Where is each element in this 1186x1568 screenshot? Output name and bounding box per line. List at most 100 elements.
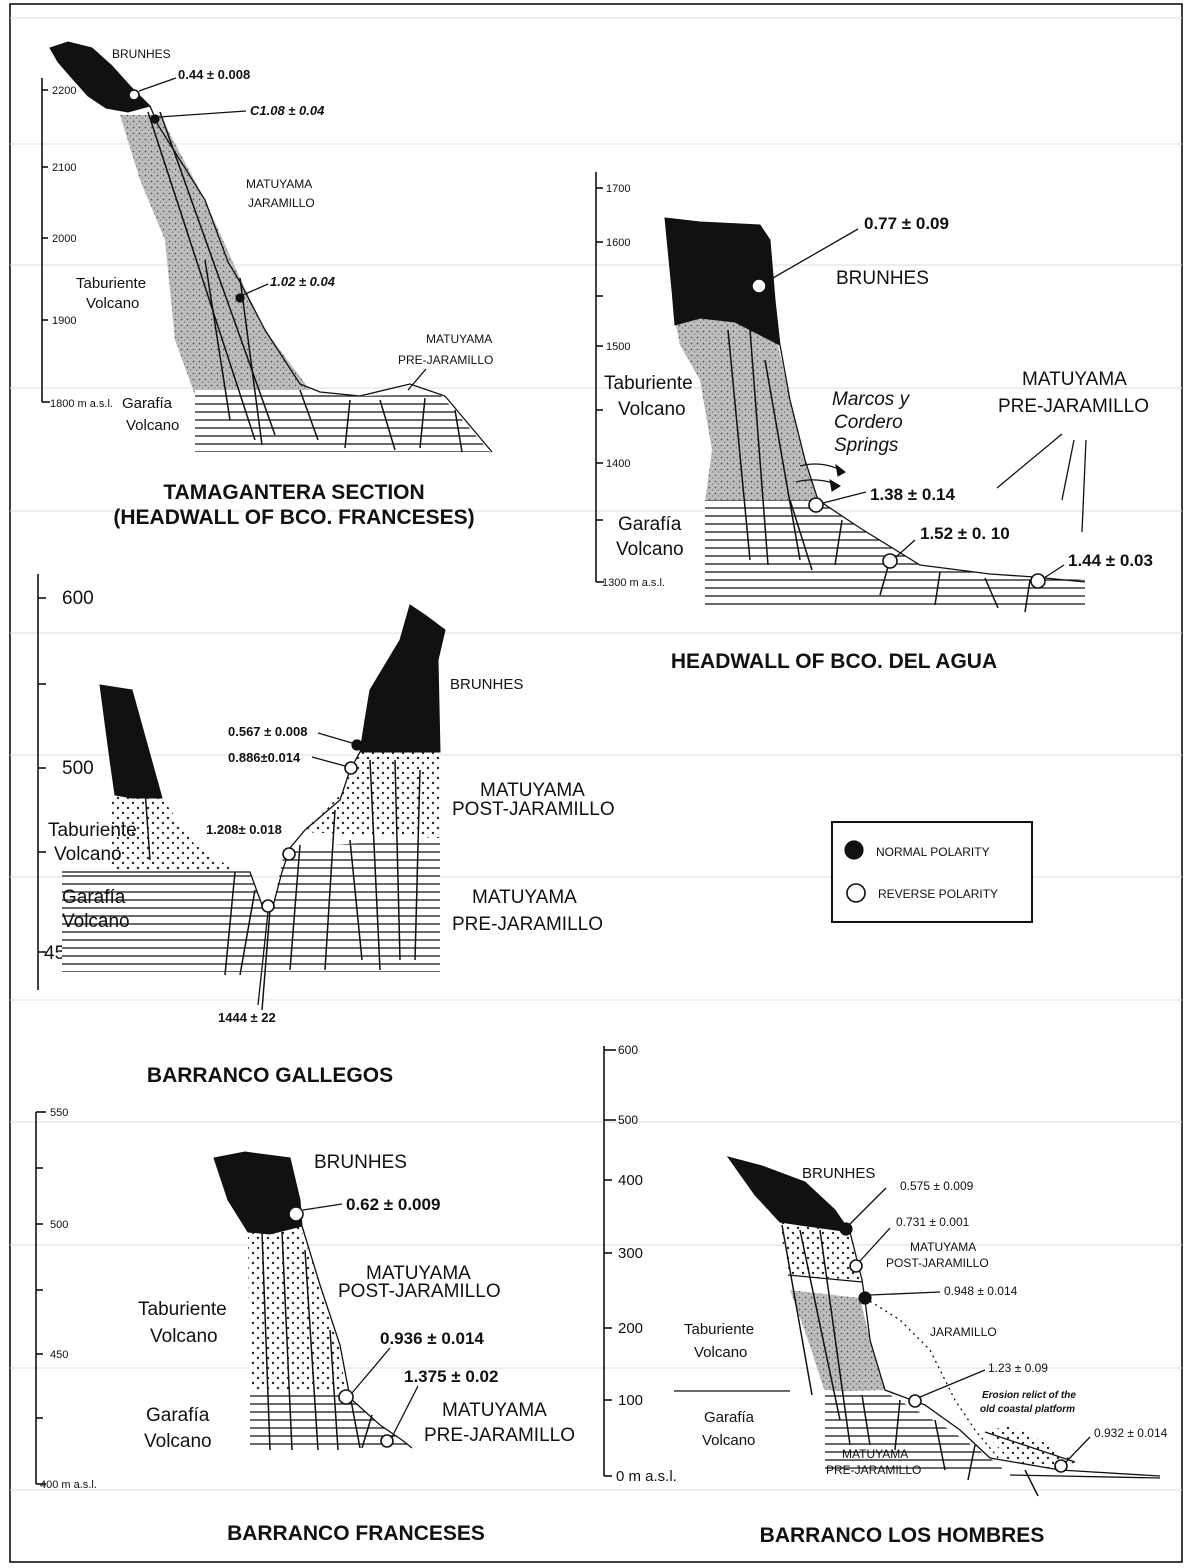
date-label: 0.948 ± 0.014 xyxy=(944,1284,1018,1298)
volcano-label: Volcano xyxy=(618,399,686,420)
tick-label: 300 xyxy=(618,1245,643,1262)
brunhes-label: BRUNHES xyxy=(802,1165,875,1182)
matuyama-label: MATUYAMA xyxy=(426,332,492,346)
panel-title: BARRANCO LOS HOMBRES xyxy=(760,1524,1045,1547)
panel-hombres: 600 500 400 300 200 100 0 m a.s.l. xyxy=(603,1043,1168,1547)
dykes xyxy=(727,329,1031,613)
brunhes-lavas-right xyxy=(359,604,446,753)
erosion-relict-label: Erosion relict of the xyxy=(982,1390,1076,1401)
taburiente-label: Taburiente xyxy=(76,275,146,292)
date-label: 1444 ± 22 xyxy=(218,1010,276,1025)
tick-label: 1300 m a.s.l. xyxy=(602,577,665,589)
date-label: 0.575 ± 0.009 xyxy=(900,1179,974,1193)
tick-label: 550 xyxy=(50,1107,68,1119)
jaramillo-label: JARAMILLO xyxy=(930,1325,997,1339)
tick-label: 450 xyxy=(50,1349,68,1361)
pre-jaramillo-label: PRE-JARAMILLO xyxy=(998,396,1149,417)
legend: NORMAL POLARITY REVERSE POLARITY xyxy=(831,821,1033,923)
reverse-polarity-site xyxy=(261,899,275,913)
taburiente-label: Taburiente xyxy=(48,820,137,841)
date-label: 0.731 ± 0.001 xyxy=(896,1215,970,1229)
panel-title: BARRANCO GALLEGOS xyxy=(147,1064,393,1087)
pre-jaramillo-label: PRE-JARAMILLO xyxy=(826,1463,921,1477)
legend-reverse-label: REVERSE POLARITY xyxy=(878,887,998,901)
dykes xyxy=(147,111,463,453)
tick-label: 0 m a.s.l. xyxy=(616,1468,677,1485)
volcano-label: Volcano xyxy=(616,539,684,560)
date-label: 0.44 ± 0.008 xyxy=(178,67,250,82)
matuyama-label: MATUYAMA xyxy=(472,887,577,908)
garafia-label: Garafía xyxy=(618,514,682,535)
garafia-lavas xyxy=(825,1390,1010,1475)
reverse-polarity-site xyxy=(380,1434,394,1448)
brunhes-label: BRUNHES xyxy=(112,47,171,61)
tick-label: 400 m a.s.l. xyxy=(40,1479,97,1491)
brunhes-lavas xyxy=(213,1151,303,1235)
dykes xyxy=(144,759,421,1011)
reverse-polarity-site xyxy=(282,847,296,861)
tick-label: 400 xyxy=(618,1172,643,1189)
date-label: 1.375 ± 0.02 xyxy=(404,1367,498,1386)
taburiente-lavas xyxy=(790,1290,885,1392)
reverse-polarity-symbol xyxy=(846,883,866,903)
jaramillo-label: JARAMILLO xyxy=(248,196,315,210)
legend-normal-label: NORMAL POLARITY xyxy=(876,845,990,859)
reverse-polarity-site xyxy=(338,1389,354,1405)
volcano-label: Volcano xyxy=(126,417,179,434)
garafia-lavas xyxy=(195,390,490,452)
elevation-axis: 1700 1600 1500 1400 1300 m a.s.l. xyxy=(595,172,665,589)
reverse-polarity-site xyxy=(849,1259,863,1273)
matuyama-label: MATUYAMA xyxy=(480,780,585,801)
date-label: 0.62 ± 0.009 xyxy=(346,1195,440,1214)
panel-title: TAMAGANTERA SECTION xyxy=(163,481,424,504)
post-jaramillo-label: POST-JARAMILLO xyxy=(452,799,615,820)
panel-title: HEADWALL OF BCO. DEL AGUA xyxy=(671,650,997,673)
taburiente-lavas xyxy=(120,115,310,395)
tick-label: 600 xyxy=(62,588,94,609)
taburiente-label: Taburiente xyxy=(684,1321,754,1338)
tick-label: 1600 xyxy=(606,237,630,249)
pre-jaramillo-label: PRE-JARAMILLO xyxy=(452,914,603,935)
date-label: C1.08 ± 0.04 xyxy=(250,103,325,118)
panel-tamagantera: 2200 2100 2000 1900 1800 m a.s.l. BRUNH xyxy=(41,41,493,529)
brunhes-label: BRUNHES xyxy=(450,676,523,693)
figure-frame xyxy=(9,3,1183,1563)
normal-polarity-symbol xyxy=(844,840,864,860)
reverse-polarity-site xyxy=(908,1394,922,1408)
tick-label: 1500 xyxy=(606,341,630,353)
tick-label: 600 xyxy=(618,1043,638,1057)
garafia-label: Garafía xyxy=(704,1409,755,1426)
tick-label: 1800 m a.s.l. xyxy=(50,398,113,410)
spring-arrows xyxy=(795,463,846,492)
tick-label: 500 xyxy=(618,1113,638,1127)
garafia-lavas xyxy=(62,838,440,972)
tick-label: 1400 xyxy=(606,458,630,470)
reverse-polarity-site xyxy=(344,761,358,775)
tick-label: 1700 xyxy=(606,183,630,195)
post-jaramillo-label: POST-JARAMILLO xyxy=(886,1256,989,1270)
date-label: 1.23 ± 0.09 xyxy=(988,1361,1048,1375)
garafia-label: Garafía xyxy=(146,1405,210,1426)
volcano-label: Volcano xyxy=(144,1431,212,1452)
ground-profile xyxy=(149,105,493,453)
post-jaramillo-lavas xyxy=(778,1222,862,1280)
matuyama-label: MATUYAMA xyxy=(910,1240,976,1254)
ground-profile xyxy=(779,344,1086,583)
brunhes-lavas xyxy=(49,41,151,113)
reverse-polarity-site xyxy=(1030,573,1046,589)
volcano-label: Volcano xyxy=(54,844,122,865)
normal-polarity-site xyxy=(235,293,245,303)
normal-polarity-site xyxy=(858,1291,872,1305)
elevation-axis: 550 500 450 400 m a.s.l. xyxy=(35,1107,97,1491)
matuyama-label: MATUYAMA xyxy=(442,1400,547,1421)
volcano-label: Volcano xyxy=(150,1326,218,1347)
taburiente-label: Taburiente xyxy=(138,1299,227,1320)
date-label: 0.886±0.014 xyxy=(228,750,301,765)
reverse-polarity-site xyxy=(1054,1459,1068,1473)
reverse-polarity-site xyxy=(128,89,140,101)
volcano-label: Volcano xyxy=(702,1432,755,1449)
date-label: 1.38 ± 0.14 xyxy=(870,485,955,504)
date-label: 1.52 ± 0. 10 xyxy=(920,524,1010,543)
matuyama-label: MATUYAMA xyxy=(842,1447,908,1461)
